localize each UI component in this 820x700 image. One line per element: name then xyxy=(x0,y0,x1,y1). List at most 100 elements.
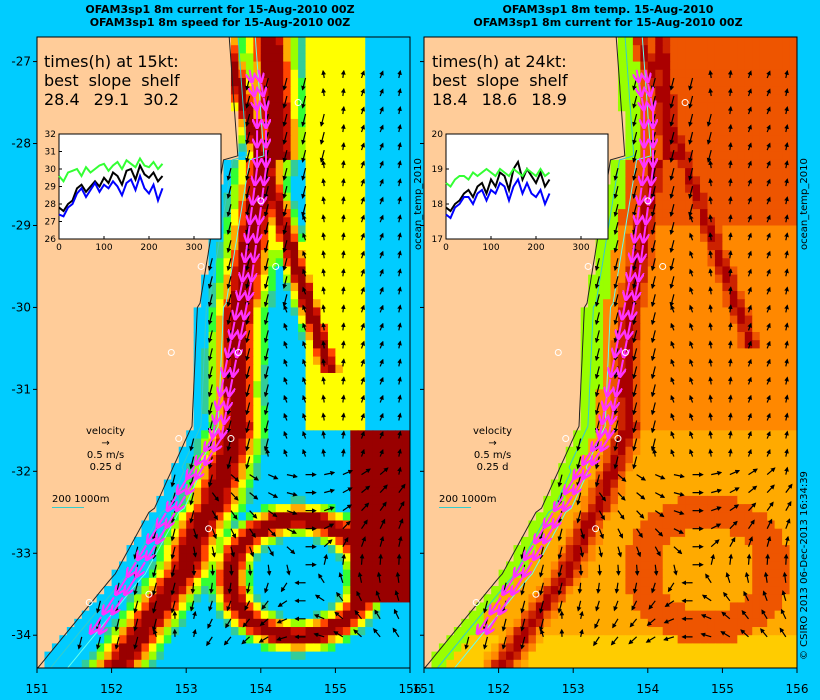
ocean-cell xyxy=(201,413,210,423)
ocean-cell xyxy=(580,536,589,546)
ocean-cell xyxy=(797,381,805,390)
ocean-cell xyxy=(372,610,381,620)
ocean-cell xyxy=(290,356,299,366)
ocean-cell xyxy=(625,372,634,382)
ocean-cell xyxy=(342,643,351,653)
ocean-cell xyxy=(677,454,686,464)
ocean-cell xyxy=(797,463,805,472)
ocean-cell xyxy=(707,463,716,472)
ocean-cell xyxy=(774,176,783,186)
current-arrow xyxy=(379,250,384,259)
ocean-cell xyxy=(327,487,336,497)
ocean-cell xyxy=(692,348,701,358)
ocean-cell xyxy=(320,348,329,358)
ocean-cell xyxy=(410,225,418,234)
ocean-cell xyxy=(632,348,641,358)
map-frame xyxy=(36,36,411,669)
ocean-cell xyxy=(789,340,797,349)
ocean-cell xyxy=(156,553,165,562)
ocean-cell xyxy=(238,594,247,603)
current-arrow xyxy=(282,113,288,127)
ocean-cell xyxy=(313,77,321,87)
ocean-cell xyxy=(283,413,292,423)
ocean-cell xyxy=(283,250,292,259)
ocean-cell xyxy=(335,463,344,472)
ocean-cell xyxy=(565,454,574,464)
ocean-cell xyxy=(357,495,366,505)
ocean-cell xyxy=(402,307,410,317)
ocean-cell xyxy=(230,438,239,448)
ocean-cell xyxy=(692,340,701,349)
current-arrow xyxy=(340,286,346,295)
ocean-cell xyxy=(395,463,404,472)
ocean-cell xyxy=(625,127,634,136)
ocean-cell xyxy=(96,618,105,628)
ocean-cell xyxy=(714,217,723,226)
ocean-cell xyxy=(662,135,671,145)
ocean-cell xyxy=(387,332,396,341)
ocean-cell xyxy=(677,37,686,46)
ocean-cell xyxy=(283,176,292,186)
ocean-cell xyxy=(387,77,396,87)
ocean-cell xyxy=(298,241,307,251)
ocean-cell xyxy=(655,250,664,259)
ocean-cell xyxy=(707,61,716,71)
ocean-cell xyxy=(275,241,284,251)
ocean-cell xyxy=(692,372,701,382)
ocean-cell xyxy=(238,332,247,341)
current-arrow xyxy=(170,564,176,578)
ocean-cell xyxy=(625,471,634,481)
ocean-cell xyxy=(729,323,738,333)
current-arrow xyxy=(397,535,403,547)
ocean-cell xyxy=(647,258,656,267)
ocean-cell xyxy=(588,291,597,300)
ocean-cell xyxy=(700,151,708,161)
ocean-cell xyxy=(342,545,351,554)
ocean-cell xyxy=(410,430,418,439)
ocean-cell xyxy=(156,610,165,620)
ocean-cell xyxy=(313,323,321,333)
current-arrow xyxy=(286,510,298,516)
ocean-cell xyxy=(260,561,269,571)
ocean-cell xyxy=(662,258,671,267)
ocean-cell xyxy=(178,512,187,521)
ocean-cell xyxy=(350,159,359,169)
ocean-cell xyxy=(320,274,329,284)
ocean-cell xyxy=(208,479,217,489)
ocean-cell xyxy=(335,413,344,423)
ocean-cell xyxy=(350,168,359,177)
ocean-cell xyxy=(350,471,359,481)
ocean-cell xyxy=(208,340,217,349)
ocean-cell xyxy=(707,94,716,104)
ocean-cell xyxy=(714,143,723,153)
ocean-cell xyxy=(365,135,374,145)
ocean-cell xyxy=(275,61,284,71)
ocean-cell xyxy=(774,282,783,292)
ocean-cell xyxy=(283,389,292,399)
ocean-cell xyxy=(208,627,217,636)
current-arrow xyxy=(356,590,363,602)
ocean-cell xyxy=(759,168,768,177)
ocean-cell xyxy=(298,37,307,46)
ocean-cell xyxy=(387,528,396,538)
ocean-cell xyxy=(260,266,269,276)
ocean-cell xyxy=(327,651,336,661)
ocean-cell xyxy=(588,495,597,505)
ocean-cell xyxy=(395,53,404,63)
ocean-cell xyxy=(789,200,797,210)
ocean-cell xyxy=(320,659,329,668)
ocean-cell xyxy=(677,151,686,161)
ocean-cell xyxy=(387,618,396,628)
ocean-cell xyxy=(662,45,671,54)
ocean-cell xyxy=(782,381,791,390)
ocean-cell xyxy=(193,627,202,636)
ocean-cell xyxy=(148,651,157,661)
ocean-cell xyxy=(647,520,656,530)
ocean-cell xyxy=(327,602,336,612)
ocean-cell xyxy=(797,53,805,62)
ocean-cell xyxy=(298,430,307,440)
ocean-cell xyxy=(178,651,187,661)
ocean-cell xyxy=(662,348,671,358)
ocean-cell xyxy=(410,529,418,538)
ocean-cell xyxy=(767,217,776,226)
